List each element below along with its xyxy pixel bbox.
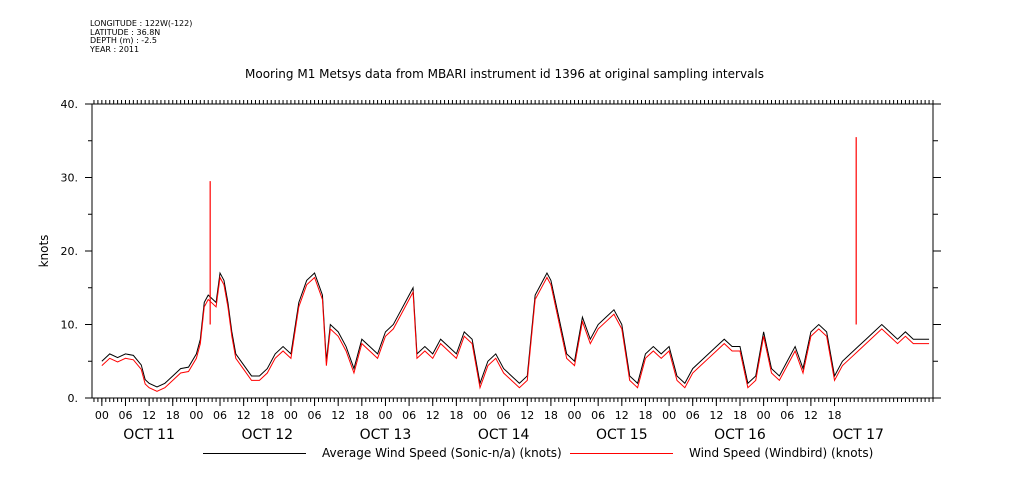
x-tick-label: 18 xyxy=(166,409,180,422)
x-tick-label: 12 xyxy=(520,409,534,422)
x-tick-label: 00 xyxy=(284,409,298,422)
chart-title: Mooring M1 Metsys data from MBARI instru… xyxy=(245,67,764,81)
series-line-average xyxy=(101,271,930,388)
y-tick-label: 0. xyxy=(68,392,79,405)
meta-depth: DEPTH (m) : -2.5 xyxy=(90,36,157,45)
x-tick-label: 00 xyxy=(662,409,676,422)
y-tick-label: 40. xyxy=(61,98,79,111)
y-tick-label: 30. xyxy=(61,172,79,185)
x-tick-label: 00 xyxy=(95,409,109,422)
x-tick-label: 18 xyxy=(638,409,652,422)
x-tick-label: 06 xyxy=(497,409,511,422)
x-tick-label: 06 xyxy=(308,409,322,422)
x-tick-label: 12 xyxy=(426,409,440,422)
x-day-label: OCT 16 xyxy=(714,427,766,443)
x-tick-label: 00 xyxy=(473,409,487,422)
meta-longitude: LONGITUDE : 122W(-122) xyxy=(90,19,193,28)
x-tick-label: 06 xyxy=(780,409,794,422)
x-tick-label: 12 xyxy=(142,409,156,422)
metadata-block: LONGITUDE : 122W(-122) LATITUDE : 36.8N … xyxy=(90,19,193,54)
x-tick-label: 12 xyxy=(804,409,818,422)
x-tick-label: 06 xyxy=(686,409,700,422)
x-tick-label: 06 xyxy=(591,409,605,422)
y-tick-label: 10. xyxy=(61,319,79,332)
x-day-label: OCT 14 xyxy=(478,427,530,443)
legend-swatch-average xyxy=(203,453,306,454)
x-tick-label: 06 xyxy=(118,409,132,422)
meta-latitude: LATITUDE : 36.8N xyxy=(90,27,161,37)
series-line-windbird xyxy=(101,275,930,392)
x-tick-label: 06 xyxy=(213,409,227,422)
meta-year: YEAR : 2011 xyxy=(90,44,140,54)
x-tick-label: 18 xyxy=(260,409,274,422)
x-tick-label: 12 xyxy=(237,409,251,422)
x-day-label: OCT 12 xyxy=(241,427,293,443)
x-day-label: OCT 17 xyxy=(832,427,884,443)
legend-label-windbird: Wind Speed (Windbird) (knots) xyxy=(689,446,874,460)
x-day-label: OCT 15 xyxy=(596,427,648,443)
x-tick-label: 00 xyxy=(757,409,771,422)
x-tick-label: 00 xyxy=(378,409,392,422)
x-day-label: OCT 13 xyxy=(360,427,412,443)
x-tick-label: 12 xyxy=(331,409,345,422)
x-tick-label: 18 xyxy=(733,409,747,422)
x-tick-label: 18 xyxy=(544,409,558,422)
y-tick-label: 20. xyxy=(61,245,79,258)
x-day-label: OCT 11 xyxy=(123,427,175,443)
x-tick-label: 00 xyxy=(189,409,203,422)
x-tick-label: 06 xyxy=(402,409,416,422)
x-tick-label: 18 xyxy=(355,409,369,422)
x-tick-label: 00 xyxy=(568,409,582,422)
y-axis-label: knots xyxy=(37,235,51,268)
legend-label-average: Average Wind Speed (Sonic-n/a) (knots) xyxy=(322,446,562,460)
x-tick-label: 18 xyxy=(828,409,842,422)
legend-swatch-windbird xyxy=(570,453,673,454)
x-tick-label: 18 xyxy=(449,409,463,422)
x-tick-label: 12 xyxy=(709,409,723,422)
x-tick-label: 12 xyxy=(615,409,629,422)
